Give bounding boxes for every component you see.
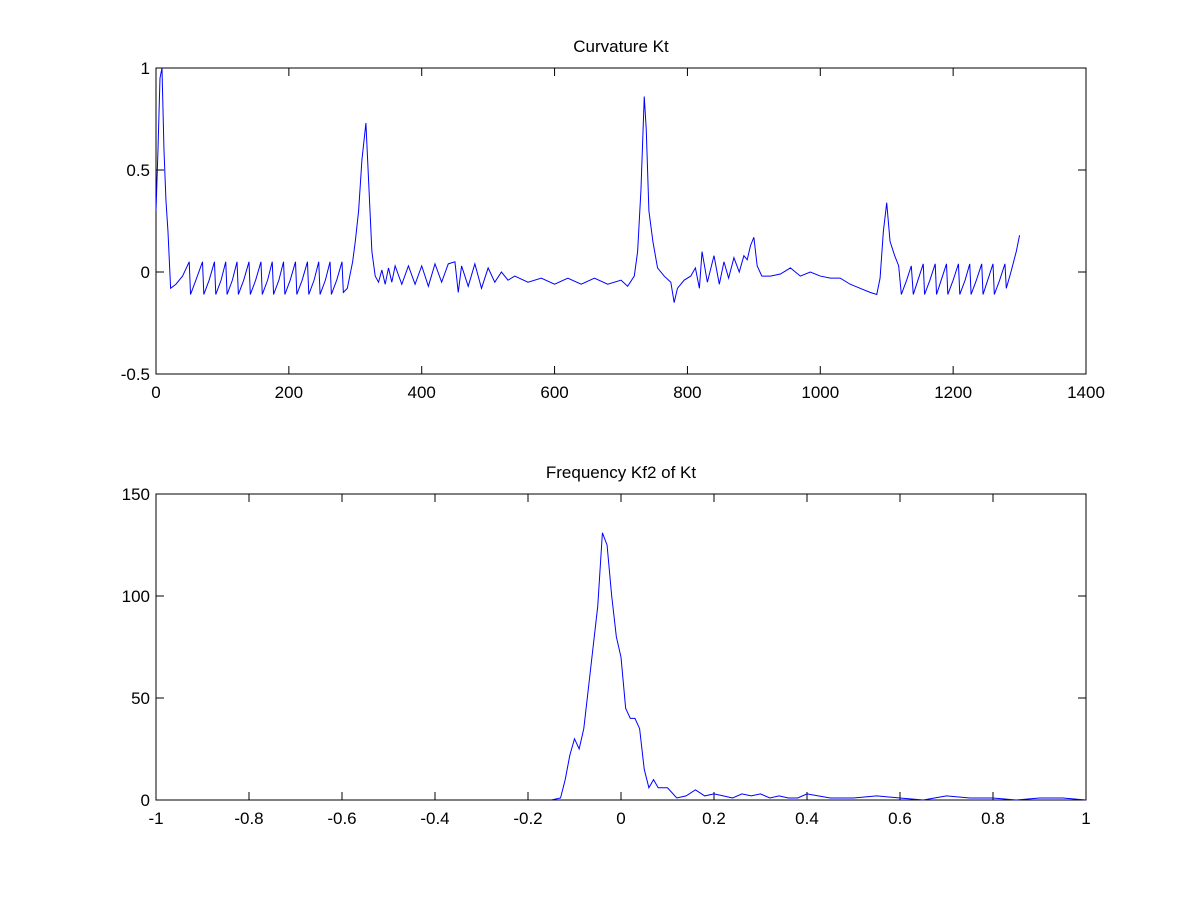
- x-tick-label: 1400: [1067, 383, 1105, 402]
- x-tick-label: 0.2: [702, 809, 726, 828]
- axes-box: [155, 493, 1087, 801]
- x-tick-label: 0: [616, 809, 625, 828]
- x-tick-label: 0: [151, 383, 160, 402]
- x-tick-label: 0.8: [981, 809, 1005, 828]
- y-tick-label: 1: [141, 59, 150, 78]
- x-tick-label: -0.4: [420, 809, 449, 828]
- x-tick-label: -0.6: [327, 809, 356, 828]
- y-tick-label: 50: [131, 689, 150, 708]
- x-tick-label: 1: [1081, 809, 1090, 828]
- x-tick-label: 600: [540, 383, 568, 402]
- chart-title: Frequency Kf2 of Kt: [546, 463, 697, 482]
- y-tick-label: -0.5: [121, 365, 150, 384]
- x-tick-label: -0.2: [513, 809, 542, 828]
- x-tick-label: 0.6: [888, 809, 912, 828]
- y-tick-label: 0: [141, 791, 150, 810]
- axes-box: [155, 67, 1087, 375]
- x-tick-label: 200: [275, 383, 303, 402]
- y-tick-label: 0: [141, 263, 150, 282]
- y-tick-label: 150: [122, 485, 150, 504]
- x-tick-label: -1: [148, 809, 163, 828]
- data-line: [155, 67, 1021, 303]
- data-line: [551, 532, 1087, 801]
- x-tick-label: -0.8: [234, 809, 263, 828]
- x-tick-label: 1200: [934, 383, 972, 402]
- y-tick-label: 100: [122, 587, 150, 606]
- x-tick-label: 800: [673, 383, 701, 402]
- x-tick-label: 0.4: [795, 809, 819, 828]
- x-tick-label: 1000: [801, 383, 839, 402]
- chart-title: Curvature Kt: [573, 37, 669, 56]
- x-tick-label: 400: [408, 383, 436, 402]
- y-tick-label: 0.5: [126, 161, 150, 180]
